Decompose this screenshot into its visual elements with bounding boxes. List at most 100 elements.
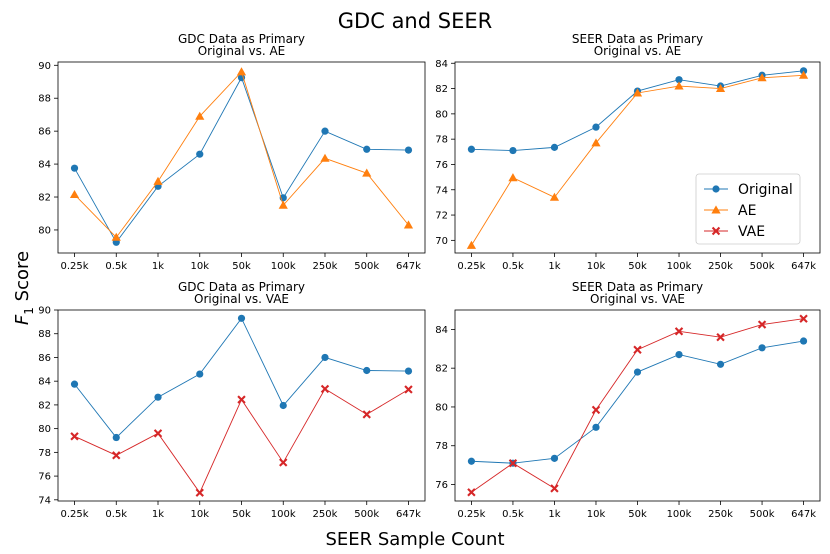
x-tick-label: 0.25k: [60, 261, 88, 272]
panel-title-line: Original vs. VAE: [194, 292, 289, 306]
x-tick-label: 10k: [587, 261, 606, 272]
x-tick-label: 250k: [708, 509, 733, 520]
data-point-vae: [279, 458, 288, 467]
plot-frame: [57, 61, 426, 254]
data-point-original: [196, 370, 204, 378]
y-tick-label: 82: [38, 400, 51, 411]
legend-marker-original: [712, 185, 720, 193]
x-tick-label: 100k: [667, 509, 692, 520]
y-tick-label: 80: [38, 424, 51, 435]
data-point-vae: [550, 484, 559, 493]
y-tick-label: 84: [435, 59, 448, 70]
y-tick-label: 88: [38, 329, 51, 340]
x-tick-label: 1k: [152, 261, 164, 272]
data-point-original: [592, 423, 600, 431]
data-point-vae: [757, 320, 767, 329]
panel-title-line: GDC Data as Primary: [178, 280, 305, 294]
panel-title-line: Original vs. VAE: [590, 292, 685, 306]
data-point-ae: [69, 189, 80, 198]
y-tick-label: 76: [435, 480, 448, 491]
data-point-original: [758, 344, 766, 352]
y-tick-label: 70: [435, 236, 448, 247]
data-point-ae: [466, 240, 477, 249]
data-point-ae: [508, 173, 518, 182]
data-point-vae: [404, 385, 413, 394]
data-point-ae: [715, 83, 726, 93]
y-tick-label: 84: [38, 377, 51, 388]
x-tick-label: 50k: [232, 509, 251, 520]
x-tick-label: 100k: [667, 261, 692, 272]
data-point-vae: [716, 332, 725, 342]
data-point-vae: [674, 327, 684, 336]
data-point-vae: [467, 488, 476, 497]
x-tick-label: 10k: [587, 509, 606, 520]
data-point-original: [799, 337, 808, 345]
x-tick-label: 0.25k: [60, 509, 88, 520]
x-tick-label: 500k: [750, 261, 775, 272]
data-point-ae: [320, 153, 330, 162]
panel-title-line: SEER Data as Primary: [572, 32, 703, 46]
data-point-original: [404, 146, 413, 154]
y-axis-label: F1 Score: [12, 251, 36, 325]
y-tick-label: 80: [435, 402, 448, 413]
data-point-vae: [195, 488, 204, 497]
legend-label-original: Original: [738, 182, 793, 198]
panel-title-line: Original vs. AE: [594, 44, 682, 58]
x-tick-label: 0.5k: [105, 261, 127, 272]
legend-label-ae: AE: [738, 203, 756, 219]
data-point-original: [509, 146, 517, 155]
x-tick-label: 1k: [152, 509, 164, 520]
legend-label-vae: VAE: [738, 224, 765, 240]
data-point-original: [716, 360, 725, 368]
data-point-original: [550, 143, 559, 151]
y-axis-label-subscript: 1: [22, 307, 36, 315]
data-point-original: [70, 380, 79, 388]
x-tick-label: 1k: [548, 261, 560, 272]
data-point-ae: [153, 176, 163, 185]
x-axis-label: SEER Sample Count: [325, 529, 504, 550]
plot-frame: [57, 309, 426, 502]
y-tick-label: 72: [435, 211, 448, 222]
x-tick-label: 647k: [791, 261, 816, 272]
y-tick-label: 90: [38, 306, 51, 317]
y-tick-label: 84: [38, 160, 51, 171]
data-point-original: [363, 145, 371, 153]
data-point-original: [550, 454, 559, 462]
legend-box: [695, 173, 801, 245]
data-point-ae: [674, 81, 684, 90]
data-point-ae: [757, 73, 767, 82]
data-point-ae: [591, 138, 601, 147]
y-tick-label: 78: [435, 135, 448, 146]
plot-frame: [454, 309, 821, 502]
y-tick-label: 82: [38, 193, 51, 204]
data-point-original: [321, 127, 329, 135]
data-point-original: [633, 368, 642, 376]
data-point-original: [237, 74, 246, 82]
x-tick-label: 500k: [750, 509, 775, 520]
x-tick-label: 0.25k: [457, 509, 485, 520]
data-point-original: [321, 353, 329, 362]
x-tick-label: 0.25k: [457, 261, 485, 272]
y-tick-label: 84: [435, 325, 448, 336]
data-point-original: [404, 367, 413, 375]
data-point-original: [363, 366, 371, 375]
data-point-ae: [111, 232, 121, 241]
data-point-ae: [549, 192, 560, 201]
data-point-ae: [278, 200, 288, 209]
y-tick-label: 76: [435, 160, 448, 171]
data-point-vae: [362, 410, 371, 419]
data-point-original: [467, 145, 476, 153]
y-tick-label: 74: [38, 495, 51, 506]
figure-title: GDC and SEER: [338, 9, 492, 33]
x-tick-label: 50k: [628, 509, 647, 520]
data-point-vae: [799, 314, 808, 323]
y-tick-label: 86: [38, 353, 51, 364]
y-tick-label: 82: [435, 84, 448, 95]
data-point-vae: [591, 405, 601, 415]
data-point-vae: [153, 429, 163, 438]
x-tick-label: 50k: [628, 261, 647, 272]
